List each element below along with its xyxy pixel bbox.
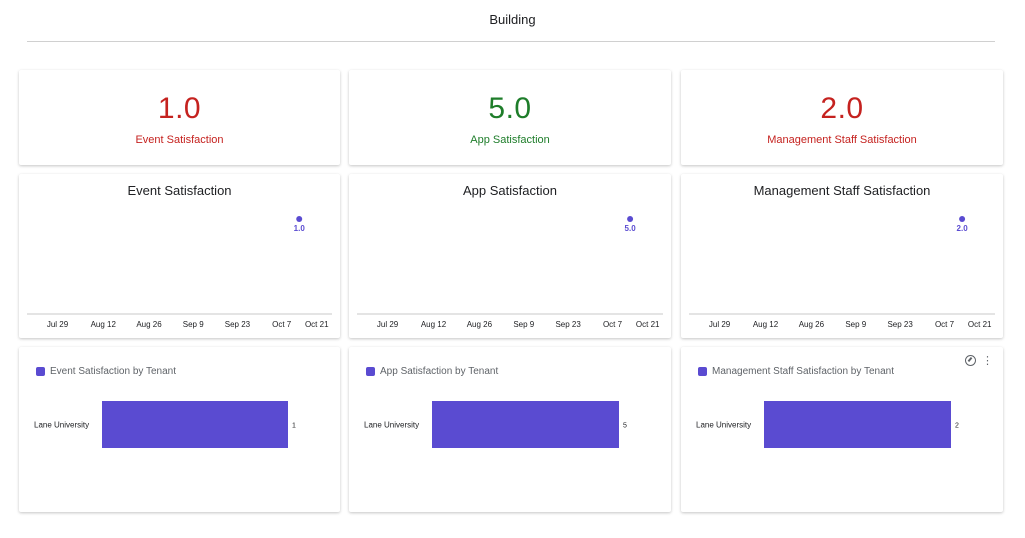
chart-title: Event Satisfaction	[127, 183, 232, 198]
x-tick-label: Aug 12	[421, 320, 447, 329]
bar-value-label: 2	[955, 423, 959, 430]
data-point	[627, 216, 634, 222]
bar-card-management-staff-satisfaction-by-tenant[interactable]: Management Staff Satisfaction by Tenant …	[681, 347, 1003, 512]
x-tick-label: Aug 26	[136, 320, 162, 329]
legend-label: Management Staff Satisfaction by Tenant	[712, 366, 894, 377]
kpi-label: Management Staff Satisfaction	[767, 134, 917, 146]
x-tick-label: Aug 12	[91, 320, 117, 329]
bar-chart: Lane University 2	[696, 401, 959, 448]
timeseries-chart: Jul 29 Aug 12 Aug 26 Sep 9 Sep 23 Oct 7 Oct 21…	[357, 216, 663, 329]
bar-card-event-satisfaction-by-tenant[interactable]: Event Satisfaction by Tenant Lane Univer…	[19, 347, 340, 512]
x-tick-label: Jul 29	[709, 320, 731, 329]
legend-swatch	[366, 367, 375, 376]
data-label: 5.0	[625, 224, 637, 233]
timeseries-card-event-satisfaction[interactable]: Event Satisfaction Jul 29 Aug 12 Aug 26 Sep…	[19, 174, 340, 338]
compass-icon[interactable]	[965, 355, 976, 366]
bar	[764, 401, 951, 448]
legend-swatch	[36, 367, 45, 376]
bar-value-label: 5	[623, 423, 627, 430]
legend-label: App Satisfaction by Tenant	[380, 366, 499, 377]
x-tick-label: Oct 21	[636, 320, 660, 329]
x-tick-label: Oct 7	[272, 320, 292, 329]
kpi-value: 2.0	[820, 92, 864, 125]
category-label: Lane University	[696, 421, 751, 430]
timeseries-card-management-staff-satisfaction[interactable]: Management Staff Satisfaction Jul 29 Aug …	[681, 174, 1003, 338]
bar-chart: Lane University 5	[364, 401, 627, 448]
kpi-card-app-satisfaction[interactable]: 5.0 App Satisfaction	[349, 70, 671, 165]
kpi-value: 5.0	[488, 92, 532, 125]
timeseries-chart: Jul 29 Aug 12 Aug 26 Sep 9 Sep 23 Oct 7 Oct 21…	[27, 216, 332, 329]
bar	[432, 401, 619, 448]
category-label: Lane University	[34, 421, 89, 430]
x-tick-label: Sep 9	[183, 320, 204, 329]
x-tick-label: Oct 7	[935, 320, 955, 329]
timeseries-card-app-satisfaction[interactable]: App Satisfaction Jul 29 Aug 12 Aug 26 Sep 9…	[349, 174, 671, 338]
x-tick-label: Aug 12	[753, 320, 779, 329]
legend-swatch	[698, 367, 707, 376]
chart-legend: Event Satisfaction by Tenant	[36, 366, 176, 377]
data-label: 2.0	[957, 224, 969, 233]
x-tick-label: Oct 7	[603, 320, 623, 329]
kpi-label: App Satisfaction	[470, 134, 550, 146]
x-tick-label: Sep 9	[845, 320, 866, 329]
x-tick-label: Aug 26	[467, 320, 493, 329]
data-label: 1.0	[294, 224, 306, 233]
card-menu: ⋮	[965, 354, 993, 367]
dashboard-header: Building	[0, 0, 1025, 42]
chart-legend: App Satisfaction by Tenant	[366, 366, 498, 377]
x-tick-label: Sep 23	[887, 320, 913, 329]
x-tick-label: Sep 23	[225, 320, 251, 329]
more-vert-icon[interactable]: ⋮	[982, 355, 993, 367]
x-tick-label: Aug 26	[799, 320, 825, 329]
bar-card-app-satisfaction-by-tenant[interactable]: App Satisfaction by Tenant Lane Universi…	[349, 347, 671, 512]
x-tick-label: Jul 29	[47, 320, 69, 329]
chart-title: Management Staff Satisfaction	[753, 183, 931, 198]
x-tick-label: Oct 21	[968, 320, 992, 329]
x-tick-label: Sep 23	[555, 320, 581, 329]
data-point	[296, 216, 303, 222]
bar-chart: Lane University 1	[34, 401, 296, 448]
kpi-label: Event Satisfaction	[135, 134, 224, 146]
x-tick-label: Oct 21	[305, 320, 329, 329]
legend-label: Event Satisfaction by Tenant	[50, 366, 177, 377]
kpi-card-event-satisfaction[interactable]: 1.0 Event Satisfaction	[19, 70, 340, 165]
category-label: Lane University	[364, 421, 419, 430]
x-tick-label: Sep 9	[513, 320, 534, 329]
bar-value-label: 1	[292, 423, 296, 430]
kpi-value: 1.0	[157, 92, 202, 125]
kpi-card-management-staff-satisfaction[interactable]: 2.0 Management Staff Satisfaction	[681, 70, 1003, 165]
x-tick-label: Jul 29	[377, 320, 399, 329]
data-point	[959, 216, 966, 222]
bar	[102, 401, 288, 448]
dashboard-title: Building	[489, 12, 536, 27]
chart-legend: Management Staff Satisfaction by Tenant	[698, 366, 894, 377]
timeseries-chart: Jul 29 Aug 12 Aug 26 Sep 9 Sep 23 Oct 7 Oct 21…	[689, 216, 995, 329]
header-divider	[27, 41, 995, 42]
chart-title: App Satisfaction	[463, 183, 557, 198]
